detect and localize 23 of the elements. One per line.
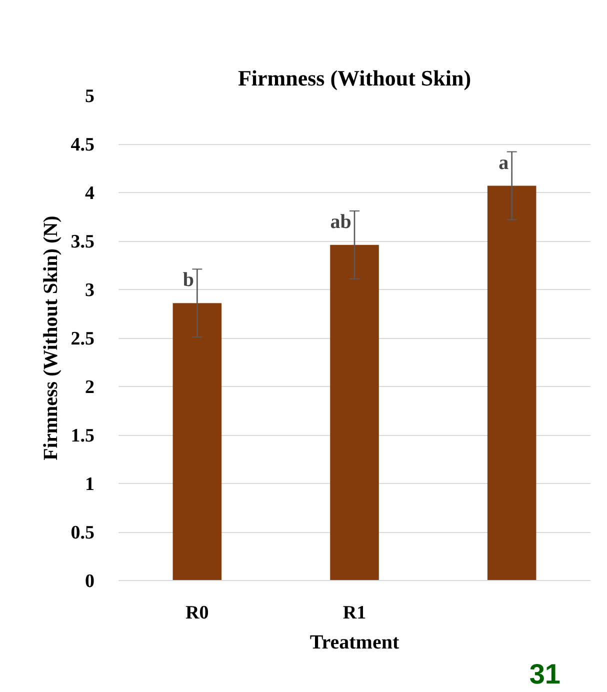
y-tick-label: 5 (85, 86, 94, 107)
y-tick-label: 2.5 (70, 328, 94, 350)
annotation: b (182, 269, 194, 292)
y-tick-label: 4 (85, 183, 95, 204)
y-tick-label: 1 (85, 474, 94, 495)
x-tick-label: R0 (186, 602, 209, 624)
bar (487, 186, 536, 580)
y-tick-label: 0 (85, 571, 94, 592)
chart-title: Firmness (Without Skin) (238, 66, 472, 90)
y-tick-label: 4.5 (70, 134, 94, 156)
bar (330, 244, 379, 580)
x-tick-label: R1 (342, 602, 366, 624)
y-axis-title: Firmness (Without Skin) (N) (40, 216, 62, 460)
y-tick-label: 0.5 (70, 522, 94, 544)
bar (172, 303, 222, 580)
text: 31 (529, 658, 561, 690)
y-tick-label: 2 (85, 377, 94, 398)
y-tick-label: 1.5 (70, 426, 94, 446)
x-axis-title: Treatment (310, 632, 400, 654)
y-tick-label: 3.5 (70, 232, 94, 252)
y-tick-label: 3 (85, 280, 94, 301)
annotation: a (498, 152, 509, 174)
annotation: ab (330, 210, 352, 233)
